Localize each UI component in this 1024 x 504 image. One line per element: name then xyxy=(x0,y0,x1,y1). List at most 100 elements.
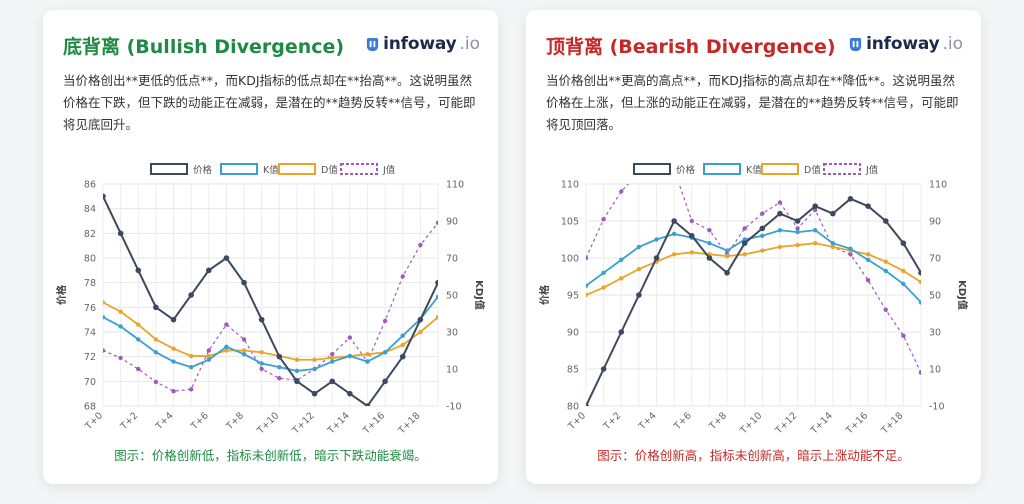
data-point xyxy=(418,242,423,248)
data-point xyxy=(103,315,106,320)
data-point xyxy=(418,329,423,335)
legend-label: 价格 xyxy=(676,164,696,176)
data-point xyxy=(435,220,438,226)
data-point xyxy=(848,252,853,257)
data-point xyxy=(400,274,405,279)
data-point xyxy=(400,342,405,348)
data-point xyxy=(347,390,353,397)
data-point xyxy=(865,278,871,283)
data-point xyxy=(205,267,212,274)
data-point xyxy=(795,226,800,231)
card-title: 底背离 (Bullish Divergence) xyxy=(63,36,345,58)
x-tick-label: T+14 xyxy=(325,410,352,437)
data-point xyxy=(103,193,106,200)
y2-tick-label: -10 xyxy=(446,402,462,413)
data-point xyxy=(777,244,783,250)
bullish-divergence-card: 底背离 (Bullish Divergence) infoway .io 当价格创… xyxy=(43,10,498,484)
series-line xyxy=(586,242,921,296)
description: 当价格创出**更低的低点**，而KDJ指标的低点却在**抬高**。这说明虽然价格… xyxy=(63,73,476,132)
x-tick-label: T+0 xyxy=(566,410,588,432)
data-point xyxy=(724,248,730,253)
legend-label: J值 xyxy=(382,164,396,176)
data-point xyxy=(918,279,921,285)
data-point xyxy=(883,268,888,274)
y2-tick-label: 10 xyxy=(446,365,458,376)
data-point xyxy=(830,244,836,250)
data-point xyxy=(277,364,282,370)
y-tick-label: 68 xyxy=(84,402,96,413)
brand-logo: infoway .io xyxy=(365,34,480,54)
series-line xyxy=(103,301,438,361)
data-point xyxy=(294,368,300,374)
y2-axis-label: KDJ值 xyxy=(473,280,486,310)
data-point xyxy=(600,366,607,372)
y2-tick-label: 50 xyxy=(446,291,458,302)
data-point xyxy=(813,241,818,246)
y-tick-label: 105 xyxy=(561,217,579,228)
legend-label: D值 xyxy=(804,164,821,176)
x-tick-label: T+18 xyxy=(879,410,906,437)
data-point xyxy=(830,210,836,217)
data-point xyxy=(365,359,370,364)
data-point xyxy=(865,257,871,263)
series-line xyxy=(586,197,921,406)
data-point xyxy=(153,304,159,311)
y-tick-label: 95 xyxy=(567,291,579,302)
data-point xyxy=(136,366,141,372)
grid xyxy=(102,183,439,407)
data-point xyxy=(671,231,677,237)
y-tick-label: 78 xyxy=(84,278,96,289)
data-point xyxy=(153,379,159,385)
x-tick-label: T+6 xyxy=(188,410,210,432)
plot-area xyxy=(103,193,438,406)
data-point xyxy=(742,237,747,242)
data-point xyxy=(135,267,142,274)
y2-tick-label: 70 xyxy=(446,254,458,265)
data-point xyxy=(399,353,406,360)
data-point xyxy=(347,335,353,340)
y-tick-label: 100 xyxy=(561,254,579,265)
data-point xyxy=(258,316,265,323)
data-point xyxy=(330,355,335,361)
data-point xyxy=(224,322,229,327)
legend-swatch xyxy=(340,163,378,175)
legend-swatch xyxy=(278,163,316,175)
data-point xyxy=(153,350,159,355)
series-line xyxy=(103,195,438,406)
data-point xyxy=(224,344,229,349)
data-point xyxy=(329,378,336,385)
data-point xyxy=(813,228,818,233)
data-point xyxy=(901,281,906,287)
y-tick-label: 110 xyxy=(561,180,579,191)
data-point xyxy=(900,240,907,246)
data-point xyxy=(601,285,606,290)
data-point xyxy=(707,241,712,246)
data-point xyxy=(118,324,123,329)
data-point xyxy=(435,315,438,320)
legend: 价格 K值 D值 J值 xyxy=(150,163,396,176)
x-tick-label: T+8 xyxy=(707,410,729,432)
data-point xyxy=(689,250,694,255)
data-point xyxy=(848,246,853,251)
data-point xyxy=(136,337,141,342)
data-point xyxy=(865,252,871,257)
y-tick-label: 85 xyxy=(567,365,579,376)
legend-swatch xyxy=(220,163,258,175)
legend-swatch xyxy=(703,163,741,175)
data-point xyxy=(103,300,106,305)
data-point xyxy=(400,333,405,338)
data-point xyxy=(882,218,889,224)
data-point xyxy=(364,403,371,406)
data-point xyxy=(241,337,247,342)
data-point xyxy=(883,259,888,264)
y2-axis-label: KDJ值 xyxy=(956,280,969,310)
data-point xyxy=(224,348,229,353)
data-point xyxy=(619,189,624,194)
brand-name: infoway xyxy=(866,34,940,54)
data-point xyxy=(365,352,370,357)
data-point xyxy=(153,337,159,342)
data-point xyxy=(812,203,819,209)
data-point xyxy=(741,240,748,246)
data-point xyxy=(760,233,765,238)
y-tick-label: 74 xyxy=(84,328,96,339)
